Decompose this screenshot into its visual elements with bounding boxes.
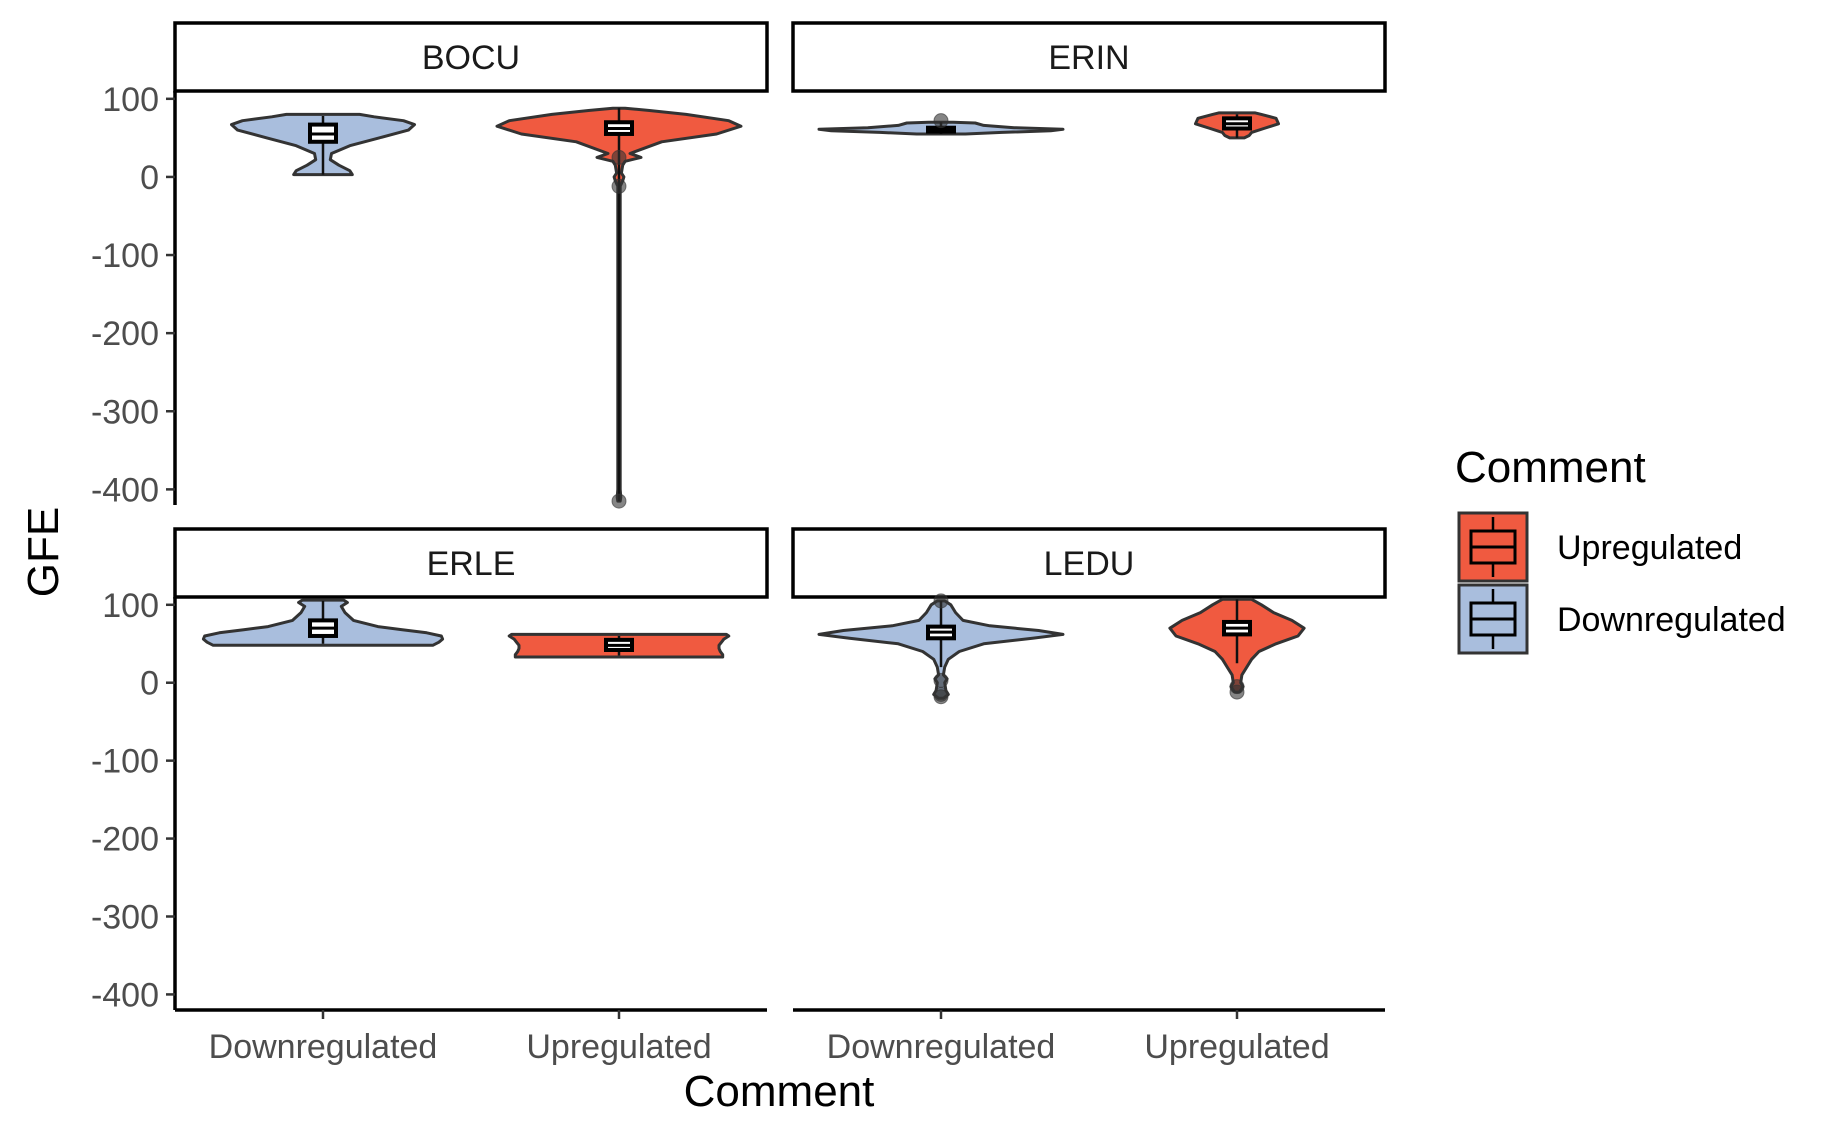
outlier-point	[611, 149, 627, 165]
y-axis-title: GFE	[19, 507, 68, 597]
y-tick-label: -200	[91, 315, 159, 353]
y-tick-label: -100	[91, 743, 159, 781]
x-axis-title: Comment	[684, 1067, 875, 1116]
facet-strip	[791, 527, 1387, 599]
x-tick-label: Downregulated	[209, 1028, 438, 1066]
facet-strip	[173, 527, 769, 599]
y-tick-label: -300	[91, 393, 159, 431]
outlier-point	[933, 113, 949, 129]
outlier-point	[933, 672, 949, 688]
outlier-point	[611, 493, 627, 509]
y-tick-label: 100	[102, 587, 159, 625]
y-tick-label: 0	[140, 665, 159, 703]
legend-title: Comment	[1455, 443, 1646, 492]
facet-erle: ERLE 100 0 -100 -200 -300 -400 Downregulated Upr…	[91, 527, 769, 1066]
facet-strip	[173, 21, 769, 93]
legend: Comment Upregulated Downregulated	[1455, 443, 1786, 655]
legend-key-downregulated	[1457, 583, 1529, 655]
outlier-point	[1229, 684, 1245, 700]
y-tick-label: -400	[91, 471, 159, 509]
facet-ledu: LEDU Downregulated Upregulated	[791, 527, 1387, 1066]
y-tick-label: -400	[91, 976, 159, 1014]
facet-strip-label: ERIN	[1048, 39, 1129, 77]
x-tick-label: Upregulated	[526, 1028, 711, 1066]
outlier-point	[933, 593, 949, 609]
y-tick-label: -300	[91, 898, 159, 936]
facet-bocu: BOCU 100 0 -100 -200 -300 -400	[91, 21, 769, 509]
facet-strip-label: ERLE	[427, 545, 516, 583]
facet-strip-label: LEDU	[1044, 545, 1135, 583]
y-tick-label: -100	[91, 237, 159, 275]
legend-label: Upregulated	[1557, 529, 1742, 567]
outlier-point	[933, 689, 949, 705]
facet-erin: ERIN	[791, 21, 1387, 140]
x-tick-label: Upregulated	[1144, 1028, 1329, 1066]
facet-strip-label: BOCU	[422, 39, 520, 77]
legend-label: Downregulated	[1557, 601, 1786, 639]
legend-key-upregulated	[1457, 511, 1529, 583]
facet-panels: BOCU 100 0 -100 -200 -300 -400 ERIN ERLE 100 0 -100…	[91, 21, 1387, 1066]
facet-strip	[791, 21, 1387, 93]
outlier-point	[611, 178, 627, 194]
y-tick-label: -200	[91, 821, 159, 859]
x-tick-label: Downregulated	[827, 1028, 1056, 1066]
y-tick-label: 100	[102, 81, 159, 119]
y-tick-label: 0	[140, 159, 159, 197]
